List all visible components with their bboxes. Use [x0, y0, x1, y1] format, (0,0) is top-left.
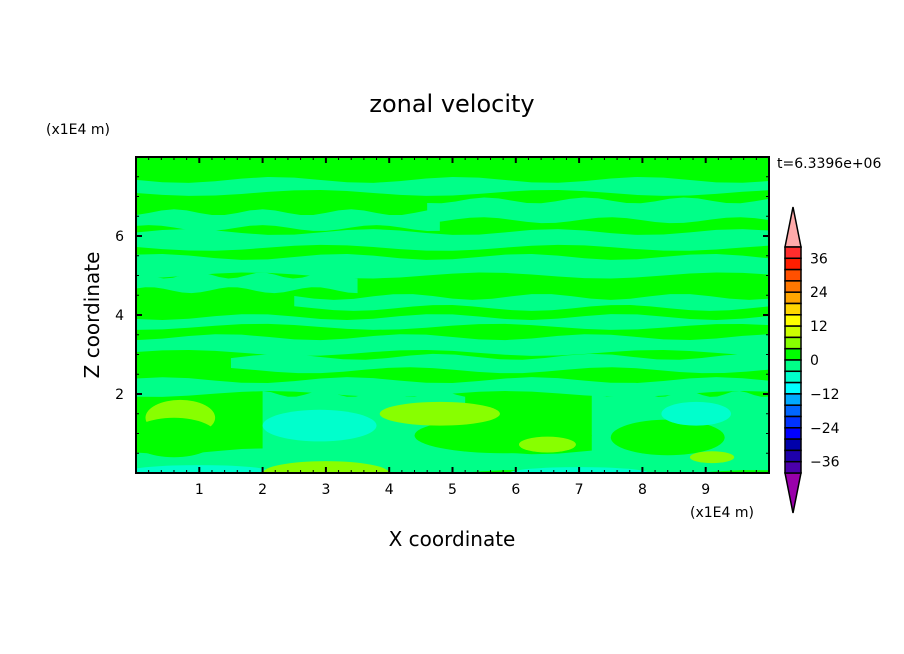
colorbar-box	[784, 415, 802, 429]
colorbar-box	[784, 314, 802, 327]
colorbar-tick-label: 0	[810, 353, 819, 369]
colorbar-box	[784, 404, 802, 418]
time-label: t=6.3396e+06	[777, 156, 881, 172]
colorbar-box	[784, 460, 802, 474]
colorbar-box	[784, 427, 802, 440]
y-tick-label: 4	[115, 308, 124, 324]
contour-stripe	[136, 209, 440, 231]
colorbar-tick-label: −24	[810, 421, 840, 437]
contour-stripe	[136, 377, 769, 397]
colorbar-box	[784, 302, 802, 316]
contour-stripe	[136, 176, 769, 196]
contour-stripe	[136, 253, 769, 279]
colorbar-box	[784, 325, 802, 339]
colorbar-box	[784, 246, 802, 260]
y-axis-label: Z coordinate	[80, 252, 104, 379]
contour-blob	[689, 451, 735, 464]
x-tick-label: 9	[701, 482, 710, 498]
contour-blob	[518, 436, 576, 453]
colorbar-tick-label: 24	[810, 285, 828, 301]
colorbar-tick-label: −12	[810, 387, 840, 403]
x-tick-label: 1	[195, 482, 204, 498]
colorbar-box	[784, 291, 802, 305]
colorbar-box	[784, 370, 802, 384]
contour-blob	[610, 419, 725, 456]
x-unit-label: (x1E4 m)	[690, 505, 754, 521]
x-tick-label: 6	[511, 482, 520, 498]
colorbar-box	[784, 280, 802, 293]
contour-stripe	[136, 229, 769, 251]
colorbar-tick-label: 12	[810, 319, 828, 335]
colorbar-box	[784, 268, 802, 282]
y-tick-label: 2	[115, 387, 124, 403]
contour-stripe	[294, 294, 769, 311]
x-tick-label: 8	[638, 482, 647, 498]
x-tick-label: 3	[321, 482, 330, 498]
colorbar-box	[784, 393, 802, 406]
colorbar-over-triangle	[784, 206, 802, 248]
colorbar-under-triangle	[784, 472, 802, 514]
colorbar-box	[784, 257, 802, 271]
contour-blob	[379, 401, 500, 426]
x-tick-label: 4	[385, 482, 394, 498]
contour-field	[136, 157, 769, 473]
colorbar-box	[784, 381, 802, 395]
contour-blob	[661, 401, 732, 426]
contour-stripe	[427, 197, 769, 224]
x-axis-label: X coordinate	[389, 527, 516, 551]
contour-blob	[262, 409, 377, 442]
colorbar-tick-label: −36	[810, 455, 840, 471]
colorbar-box	[784, 359, 802, 373]
y-unit-label: (x1E4 m)	[46, 122, 110, 138]
axes: 1 2 3 4 5 6 7 8 9 2 4 6	[115, 156, 770, 498]
colorbar: 36 24 12 0 −12 −24 −36	[784, 206, 840, 514]
x-tick-label: 7	[575, 482, 584, 498]
colorbar-tick-label: 36	[810, 251, 828, 267]
contour-stripe	[136, 272, 358, 294]
x-tick-label: 5	[448, 482, 457, 498]
chart-title: zonal velocity	[369, 90, 534, 118]
colorbar-box	[784, 438, 802, 452]
contour-stripe	[230, 353, 769, 374]
contour-blob	[136, 465, 269, 473]
x-tick-label: 2	[258, 482, 267, 498]
colorbar-box	[784, 449, 802, 463]
contour-blob	[136, 417, 219, 458]
contour-stripe	[136, 334, 769, 356]
colorbar-box	[784, 336, 802, 350]
y-tick-label: 6	[115, 229, 124, 245]
colorbar-box	[784, 347, 802, 361]
contour-stripe	[136, 314, 769, 330]
